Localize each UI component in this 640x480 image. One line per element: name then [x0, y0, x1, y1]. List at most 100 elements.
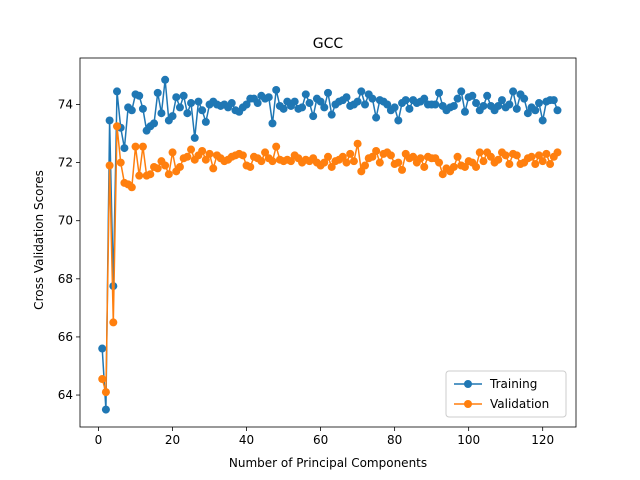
data-point-validation — [175, 162, 184, 171]
data-point-training — [523, 109, 532, 118]
data-point-validation — [113, 122, 122, 131]
data-point-validation — [261, 148, 270, 157]
data-point-training — [372, 113, 381, 122]
data-point-validation — [349, 157, 358, 166]
x-tick-label: 0 — [95, 433, 103, 447]
data-point-validation — [472, 162, 481, 171]
data-point-validation — [101, 388, 110, 397]
data-point-validation — [153, 164, 162, 173]
data-point-validation — [398, 165, 407, 174]
legend-marker-validation — [464, 400, 472, 408]
data-point-validation — [438, 170, 447, 179]
data-point-training — [157, 109, 166, 118]
data-point-validation — [146, 170, 155, 179]
data-point-training — [153, 88, 162, 97]
plot-area: 0 20 40 60 80 100 120 64 66 68 70 72 74 — [58, 57, 577, 447]
data-point-validation — [553, 148, 562, 157]
data-point-training — [512, 104, 521, 113]
data-point-training — [497, 96, 506, 105]
data-point-validation — [501, 151, 510, 160]
data-point-training — [361, 100, 370, 109]
data-point-validation — [342, 158, 351, 167]
data-point-training — [453, 94, 462, 103]
legend-box — [445, 370, 567, 418]
data-point-training — [472, 99, 481, 108]
data-point-validation — [375, 158, 384, 167]
data-point-validation — [538, 157, 547, 166]
data-point-training — [405, 104, 414, 113]
data-point-training — [460, 107, 469, 116]
data-point-validation — [394, 158, 403, 167]
data-point-training — [187, 99, 196, 108]
data-point-training — [98, 344, 107, 353]
x-axis-label: Number of Principal Components — [229, 456, 427, 470]
data-point-validation — [187, 145, 196, 154]
data-point-validation — [168, 148, 177, 157]
data-point-training — [553, 106, 562, 115]
data-point-validation — [138, 142, 147, 151]
data-point-training — [401, 96, 410, 105]
chart-title: GCC — [313, 36, 344, 52]
data-point-training — [268, 119, 277, 128]
data-point-training — [150, 119, 159, 128]
y-tick-label: 64 — [58, 388, 73, 402]
data-point-training — [368, 94, 377, 103]
data-point-validation — [324, 152, 332, 161]
data-point-validation — [527, 152, 536, 161]
data-point-training — [201, 117, 210, 126]
data-point-validation — [320, 158, 329, 167]
data-point-validation — [542, 149, 551, 158]
x-tick-label: 120 — [531, 433, 554, 447]
data-point-training — [320, 103, 329, 112]
data-point-training — [227, 99, 236, 108]
data-point-training — [394, 116, 403, 125]
x-tick-label: 100 — [457, 433, 480, 447]
x-tick-label: 80 — [387, 433, 402, 447]
data-point-validation — [116, 158, 125, 167]
data-point-validation — [246, 162, 255, 171]
data-point-validation — [494, 155, 503, 164]
data-point-validation — [512, 151, 521, 160]
legend-label-validation: Validation — [490, 397, 549, 411]
data-point-validation — [486, 152, 495, 161]
data-point-validation — [372, 146, 381, 155]
data-point-training — [457, 87, 466, 96]
data-point-training — [279, 104, 288, 113]
data-point-validation — [164, 170, 173, 179]
data-point-training — [161, 75, 170, 84]
data-point-validation — [435, 158, 444, 167]
data-point-training — [127, 106, 136, 115]
y-tick-label: 74 — [58, 97, 73, 111]
data-point-validation — [420, 162, 429, 171]
data-point-training — [242, 100, 251, 109]
data-point-validation — [105, 161, 114, 170]
data-point-training — [264, 93, 273, 102]
data-point-training — [175, 103, 184, 112]
data-point-validation — [531, 160, 540, 169]
data-point-validation — [338, 152, 347, 161]
data-point-validation — [268, 157, 277, 166]
data-point-training — [105, 116, 114, 125]
data-point-validation — [127, 183, 136, 192]
legend-marker-training — [464, 380, 472, 388]
data-point-validation — [183, 152, 192, 161]
data-point-validation — [161, 161, 170, 170]
data-point-training — [316, 97, 325, 106]
data-point-training — [113, 87, 122, 96]
data-point-validation — [353, 139, 362, 148]
data-point-training — [494, 101, 503, 110]
data-point-validation — [327, 162, 336, 171]
data-point-validation — [109, 318, 118, 327]
data-point-validation — [257, 157, 266, 166]
data-point-training — [505, 100, 514, 109]
data-point-training — [183, 109, 192, 118]
legend-label-training: Training — [489, 377, 537, 391]
y-tick-label: 66 — [58, 330, 73, 344]
data-point-validation — [409, 152, 418, 161]
y-tick-label: 72 — [58, 156, 73, 170]
data-point-validation — [479, 157, 488, 166]
data-point-training — [138, 104, 147, 113]
data-point-training — [190, 133, 199, 142]
